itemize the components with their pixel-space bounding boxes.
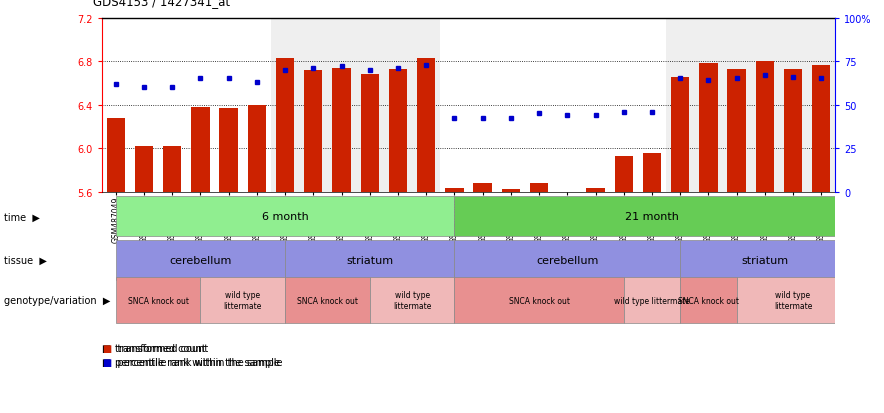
Bar (361, 75, 379, 192)
Bar (624, 278, 680, 323)
Bar (558, 192, 576, 199)
Bar (756, 62, 774, 192)
Bar (502, 190, 520, 192)
Text: ■: ■ (102, 343, 110, 353)
Text: SNCA knock out: SNCA knock out (678, 296, 739, 305)
Bar (454, 278, 624, 323)
Bar (276, 59, 294, 192)
Bar (671, 78, 690, 192)
Bar (163, 147, 181, 192)
Bar (107, 119, 125, 192)
Text: 21 month: 21 month (625, 212, 679, 222)
Bar (389, 69, 408, 192)
Bar (666, 19, 835, 192)
Bar (248, 105, 266, 192)
Bar (680, 240, 850, 280)
Text: SNCA knock out: SNCA knock out (127, 296, 188, 305)
Text: wild type
littermate: wild type littermate (392, 291, 431, 310)
Bar (116, 278, 201, 323)
Bar (643, 154, 661, 192)
Text: GDS4153 / 1427341_at: GDS4153 / 1427341_at (93, 0, 230, 8)
Text: SNCA knock out: SNCA knock out (508, 296, 569, 305)
Bar (446, 189, 463, 192)
Bar (417, 59, 435, 192)
Text: wild type littermate: wild type littermate (614, 296, 690, 305)
Bar (201, 278, 286, 323)
Bar (614, 156, 633, 192)
Text: time  ▶: time ▶ (4, 212, 41, 222)
Bar (219, 109, 238, 192)
Bar (454, 197, 850, 237)
Text: wild type
littermate: wild type littermate (224, 291, 262, 310)
Bar (699, 64, 718, 192)
Text: wild type
littermate: wild type littermate (774, 291, 812, 310)
Text: SNCA knock out: SNCA knock out (297, 296, 358, 305)
Bar (304, 71, 323, 192)
Text: striatum: striatum (742, 255, 789, 265)
Bar (332, 69, 351, 192)
Text: cerebellum: cerebellum (536, 255, 598, 265)
Bar (116, 197, 454, 237)
Bar (736, 278, 850, 323)
Text: percentile rank within the sample: percentile rank within the sample (115, 357, 280, 367)
Bar (191, 107, 210, 192)
Bar (728, 69, 746, 192)
Bar (370, 278, 454, 323)
Bar (812, 66, 830, 192)
Text: genotype/variation  ▶: genotype/variation ▶ (4, 295, 110, 306)
Bar (135, 147, 153, 192)
Text: transformed count: transformed count (115, 343, 206, 353)
Bar (454, 240, 680, 280)
Bar (116, 240, 286, 280)
Text: ■  transformed count: ■ transformed count (102, 343, 208, 353)
Bar (680, 278, 736, 323)
Bar (784, 69, 802, 192)
Bar (271, 19, 440, 192)
Text: ■  percentile rank within the sample: ■ percentile rank within the sample (102, 357, 282, 367)
Text: striatum: striatum (347, 255, 393, 265)
Text: cerebellum: cerebellum (169, 255, 232, 265)
Text: ■: ■ (102, 357, 110, 367)
Text: 6 month: 6 month (262, 212, 309, 222)
Bar (530, 183, 548, 192)
Bar (286, 278, 370, 323)
Bar (586, 189, 605, 192)
Bar (286, 240, 454, 280)
Text: tissue  ▶: tissue ▶ (4, 255, 48, 265)
Bar (474, 183, 492, 192)
